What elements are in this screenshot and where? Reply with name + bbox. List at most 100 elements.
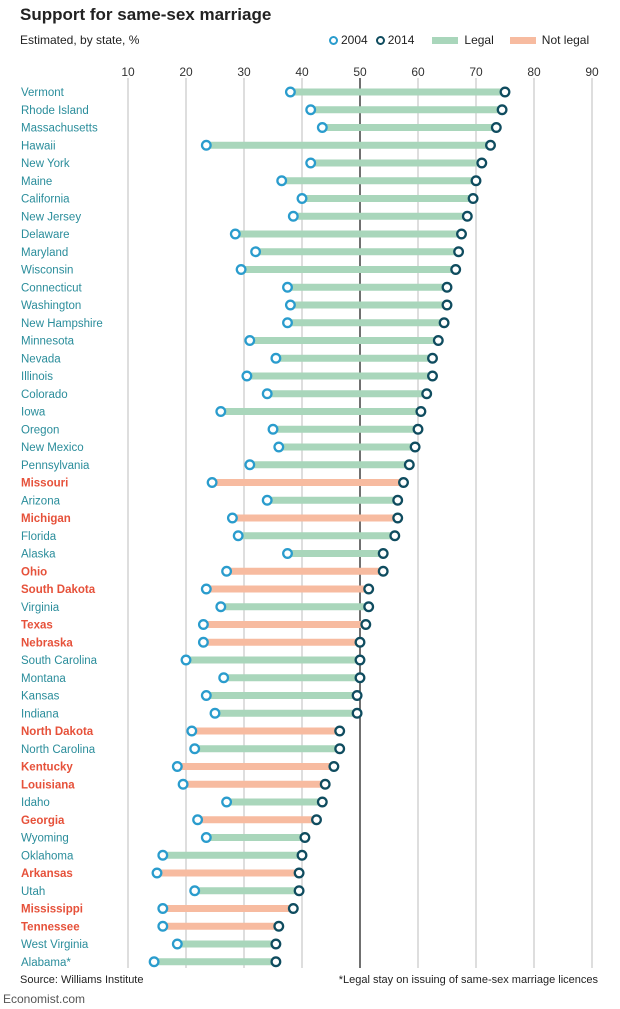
state-label: New Mexico — [21, 442, 84, 454]
state-label: Missouri — [21, 478, 68, 490]
legend: 2004 2014 Legal Not legal — [329, 33, 589, 47]
legend-not-legal: Not legal — [509, 33, 589, 47]
point-2014 — [456, 228, 467, 240]
point-2004 — [189, 885, 201, 897]
state-label: Nebraska — [21, 637, 73, 649]
point-2014 — [363, 601, 375, 613]
point-2004 — [218, 672, 230, 684]
point-2014 — [450, 264, 462, 275]
brand-logo: Economist.com — [3, 992, 86, 1006]
state-label: Oregon — [21, 424, 59, 436]
point-2014 — [363, 583, 375, 595]
point-2014 — [441, 299, 453, 311]
point-2004 — [267, 423, 279, 435]
point-2004 — [270, 352, 282, 364]
x-tick-label: 80 — [527, 65, 541, 79]
point-2014 — [293, 867, 305, 879]
point-2004 — [284, 86, 296, 98]
point-2004 — [305, 157, 317, 169]
point-2014 — [453, 246, 465, 258]
point-2004 — [241, 370, 253, 382]
point-2014 — [354, 672, 366, 684]
legend-not-legal-swatch — [509, 36, 536, 44]
legend-2014-marker-icon — [375, 35, 385, 45]
point-2004 — [282, 281, 293, 293]
point-2014 — [351, 707, 363, 719]
point-2004 — [157, 849, 169, 861]
point-2014 — [490, 122, 502, 133]
point-2004 — [276, 175, 288, 187]
state-label: New Hampshire — [21, 318, 103, 330]
point-2014 — [389, 530, 401, 542]
point-2014 — [270, 938, 282, 950]
point-2004 — [189, 743, 201, 755]
x-tick-label: 90 — [585, 65, 599, 79]
point-2004 — [157, 920, 169, 932]
point-2014 — [296, 849, 308, 861]
state-label: Arkansas — [21, 868, 73, 880]
point-2014 — [427, 352, 438, 364]
point-2014 — [441, 281, 453, 293]
point-2004 — [229, 228, 241, 240]
point-2004 — [296, 193, 308, 204]
point-2004 — [186, 725, 198, 737]
state-label: Oklahoma — [21, 850, 74, 862]
point-2014 — [398, 477, 409, 488]
state-label: Georgia — [21, 815, 65, 827]
point-2004 — [200, 690, 212, 701]
state-label: Wisconsin — [21, 265, 73, 277]
point-2004 — [200, 583, 212, 595]
state-label: Kansas — [21, 691, 60, 703]
point-2014 — [287, 903, 299, 914]
point-2014 — [354, 636, 366, 648]
source-note: Source: Williams Institute — [20, 974, 144, 986]
state-label: New York — [21, 158, 70, 170]
point-2004 — [226, 512, 238, 524]
point-2014 — [427, 370, 438, 382]
state-label: Pennsylvania — [21, 460, 90, 472]
point-2014 — [319, 778, 331, 790]
point-2004 — [282, 548, 293, 559]
point-2004 — [232, 530, 244, 542]
chart-subtitle: Estimated, by state, % — [20, 33, 140, 47]
state-label: Iowa — [21, 407, 46, 419]
x-tick-label: 50 — [353, 65, 367, 79]
point-2004 — [287, 210, 299, 222]
state-label: Montana — [21, 673, 66, 685]
state-label: Maryland — [21, 247, 68, 259]
state-label: Minnesota — [21, 336, 75, 348]
x-tick-label: 60 — [411, 65, 425, 79]
point-2004 — [284, 299, 296, 311]
point-2014 — [354, 654, 366, 666]
point-2014 — [415, 406, 427, 417]
point-2014 — [328, 761, 340, 772]
state-label: Rhode Island — [21, 105, 89, 117]
point-2004 — [197, 619, 209, 630]
state-label: Virginia — [21, 602, 60, 614]
point-2014 — [311, 814, 322, 826]
point-2004 — [221, 565, 233, 577]
point-2004 — [171, 761, 183, 772]
point-2014 — [499, 86, 511, 98]
point-2004 — [235, 264, 247, 275]
state-label: Michigan — [21, 513, 71, 525]
state-label: Texas — [21, 620, 53, 632]
state-label: New Jersey — [21, 211, 81, 223]
point-2004 — [148, 956, 160, 968]
state-label: Connecticut — [21, 282, 83, 294]
state-label: Louisiana — [21, 779, 75, 791]
point-2014 — [432, 335, 444, 346]
state-label: Maine — [21, 176, 52, 188]
state-label: California — [21, 194, 70, 206]
point-2004 — [282, 317, 293, 329]
point-2004 — [192, 814, 204, 826]
point-2004 — [261, 494, 273, 506]
point-2014 — [467, 193, 479, 204]
x-tick-label: 40 — [295, 65, 309, 79]
point-2014 — [461, 210, 473, 222]
point-2004 — [261, 388, 273, 400]
point-2014 — [421, 388, 433, 400]
state-label: Mississippi — [21, 904, 83, 916]
point-2014 — [377, 548, 389, 559]
